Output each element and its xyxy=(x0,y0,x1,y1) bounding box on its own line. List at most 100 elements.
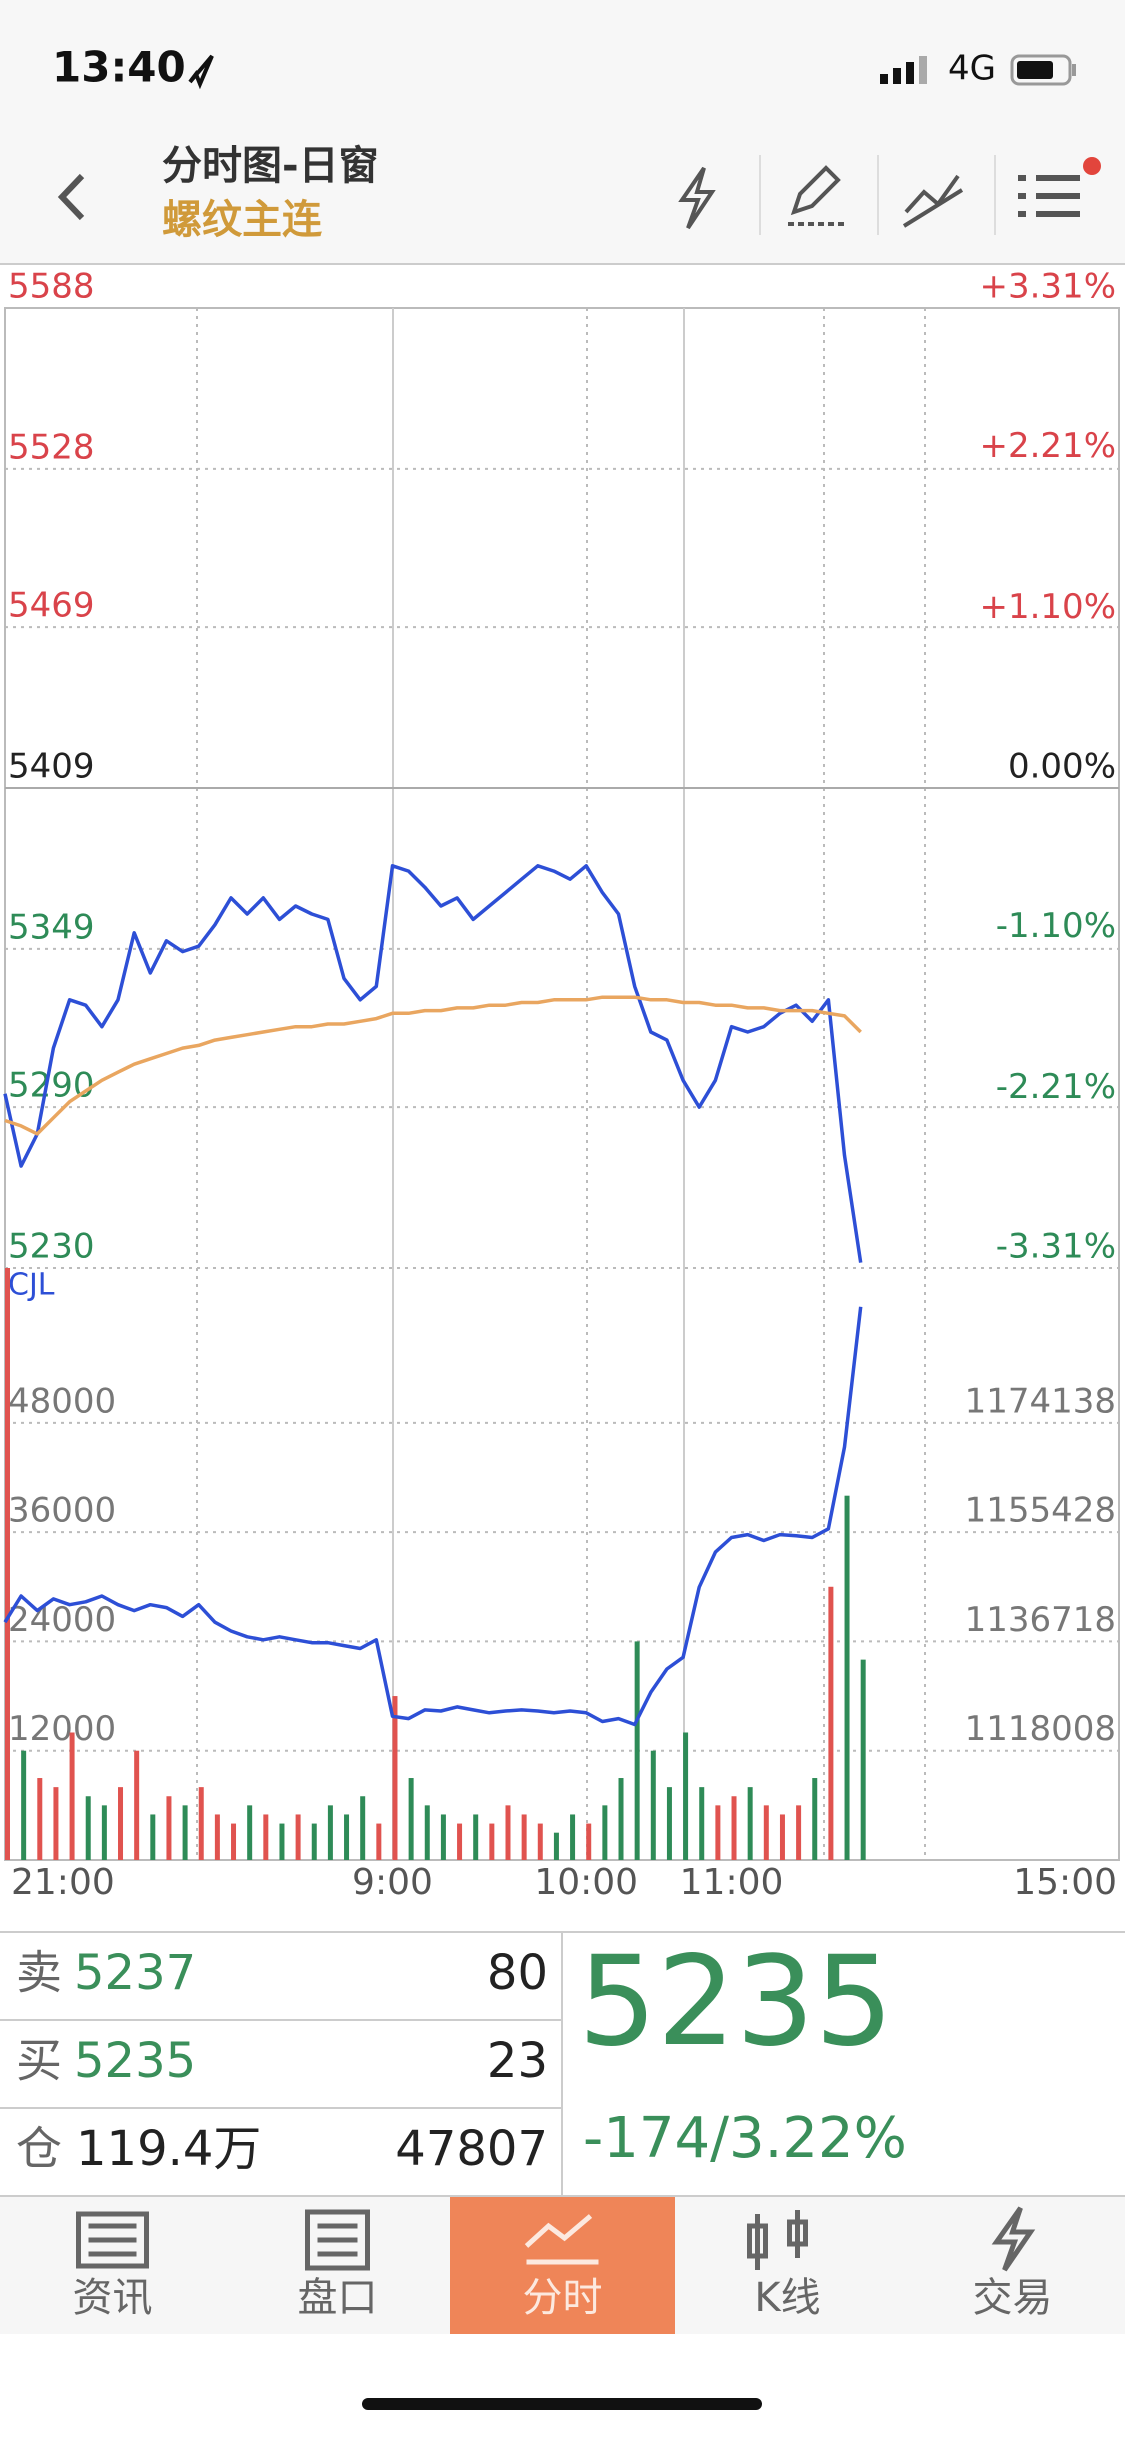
x-tick-label: 11:00 xyxy=(680,1862,784,1903)
volume-bar xyxy=(392,1696,398,1860)
page-title: 分时图-日窗 xyxy=(162,143,379,189)
volume-bar xyxy=(489,1823,495,1860)
volume-bar xyxy=(5,1268,10,1860)
volume-bar xyxy=(440,1814,446,1860)
charts: 5588 5528 5469 5409 5349 5290 5230 +3.31% +2.21%… xyxy=(3,267,1120,1903)
tab-active-bg xyxy=(450,2197,675,2334)
x-tick-label: 15:00 xyxy=(1013,1862,1117,1903)
y2-tick-label: 1136718 xyxy=(965,1600,1116,1640)
volume-bar xyxy=(408,1778,414,1860)
contract-name[interactable]: 螺纹主连 xyxy=(162,197,323,243)
y2-tick-label: -1.10% xyxy=(996,906,1116,946)
top-bar xyxy=(0,0,1125,264)
last-price: 5235 xyxy=(578,1930,894,2074)
y2-tick-label: +2.21% xyxy=(980,426,1117,466)
x-tick-label: 10:00 xyxy=(534,1862,638,1903)
tab-label[interactable]: 交易 xyxy=(973,2275,1053,2321)
volume-bar xyxy=(634,1641,640,1860)
y-tick-label: 36000 xyxy=(8,1491,116,1531)
volume-bar xyxy=(344,1814,350,1860)
volume-bar xyxy=(376,1823,382,1860)
volume-bar xyxy=(683,1732,689,1860)
y-tick-label: 5588 xyxy=(8,267,95,307)
tab-icon[interactable] xyxy=(991,2206,1036,2272)
series-line xyxy=(4,995,862,1136)
volume-bar xyxy=(295,1814,301,1860)
y-tick-label: 5528 xyxy=(8,427,95,467)
volume-bar xyxy=(85,1796,91,1860)
y2-tick-label: 1155428 xyxy=(965,1491,1116,1531)
volume-bar xyxy=(570,1814,576,1860)
volume-bar xyxy=(53,1787,59,1860)
volume-bar xyxy=(134,1750,140,1860)
volume-bar xyxy=(214,1814,220,1860)
home-indicator xyxy=(362,2398,762,2410)
back-button[interactable] xyxy=(57,173,85,221)
network: 4G xyxy=(948,49,996,89)
y-tick-label: 5290 xyxy=(8,1066,95,1106)
location-icon xyxy=(188,54,214,90)
series-line xyxy=(3,1306,863,1727)
volume-bar xyxy=(844,1495,850,1860)
volume-bar xyxy=(327,1805,333,1860)
tab-label[interactable]: K线 xyxy=(754,2275,820,2321)
x-tick-label: 21:00 xyxy=(11,1862,115,1903)
y-tick-label: 5230 xyxy=(8,1227,95,1267)
quote-price: 5237 xyxy=(74,1945,196,2001)
y-tick-label: 24000 xyxy=(8,1600,116,1640)
y-tick-label: 48000 xyxy=(8,1381,116,1421)
volume-bar xyxy=(69,1732,75,1860)
tab-icon[interactable] xyxy=(524,2214,599,2265)
quote-label: 买 xyxy=(16,2034,62,2088)
volume-bar xyxy=(150,1814,156,1860)
indicator-title: CJL xyxy=(8,1268,55,1303)
tab-icon[interactable] xyxy=(747,2210,808,2270)
y-tick-label: 5409 xyxy=(8,747,95,787)
y-tick-label: 5349 xyxy=(8,907,95,947)
menu-icon[interactable] xyxy=(1018,175,1080,217)
quote-volume: 47807 xyxy=(395,2121,548,2177)
y2-tick-label: 0.00% xyxy=(1008,747,1116,787)
flash-icon[interactable] xyxy=(678,166,716,230)
volume-bar xyxy=(666,1787,672,1860)
volume-bar xyxy=(763,1805,769,1860)
volume-bar xyxy=(279,1823,285,1860)
volume-bar xyxy=(553,1832,559,1860)
volume-bar xyxy=(311,1823,317,1860)
y2-tick-label: -2.21% xyxy=(996,1067,1116,1107)
y2-tick-label: 1118008 xyxy=(965,1709,1116,1749)
tab-icon[interactable] xyxy=(305,2209,370,2271)
volume-bar xyxy=(796,1805,802,1860)
volume-bar xyxy=(521,1814,527,1860)
quote-volume: 80 xyxy=(487,1945,548,2001)
tab-label[interactable]: 资讯 xyxy=(73,2275,153,2321)
volume-bar xyxy=(182,1805,188,1860)
volume-bar xyxy=(618,1778,624,1860)
volume-bar xyxy=(166,1796,172,1860)
volume-bar xyxy=(118,1787,124,1860)
volume-bar xyxy=(812,1778,818,1860)
volume-bar xyxy=(505,1805,511,1860)
volume-bar xyxy=(21,1750,27,1860)
series-line xyxy=(3,864,863,1263)
volume-bar xyxy=(424,1805,430,1860)
volume-bar xyxy=(715,1805,721,1860)
tabs: 资讯 盘口 分时 K线 交易 xyxy=(73,2197,1053,2334)
volume-bar xyxy=(699,1787,705,1860)
volume-bar xyxy=(37,1778,43,1860)
volume-bar xyxy=(747,1787,753,1860)
tab-label[interactable]: 盘口 xyxy=(298,2275,378,2321)
volume-bar xyxy=(860,1659,866,1860)
y-tick-label: 5469 xyxy=(8,586,95,626)
y-tick-label: 12000 xyxy=(8,1709,116,1749)
quote-panel xyxy=(0,1931,1125,2196)
tab-icon[interactable] xyxy=(76,2211,149,2269)
volume-bar xyxy=(602,1805,608,1860)
battery-icon xyxy=(1010,54,1076,86)
tab-label[interactable]: 分时 xyxy=(523,2275,603,2321)
volume-bar xyxy=(828,1586,834,1860)
draw-icon[interactable] xyxy=(788,165,846,226)
indicator-icon[interactable] xyxy=(902,174,964,228)
volume-bar xyxy=(101,1805,107,1860)
